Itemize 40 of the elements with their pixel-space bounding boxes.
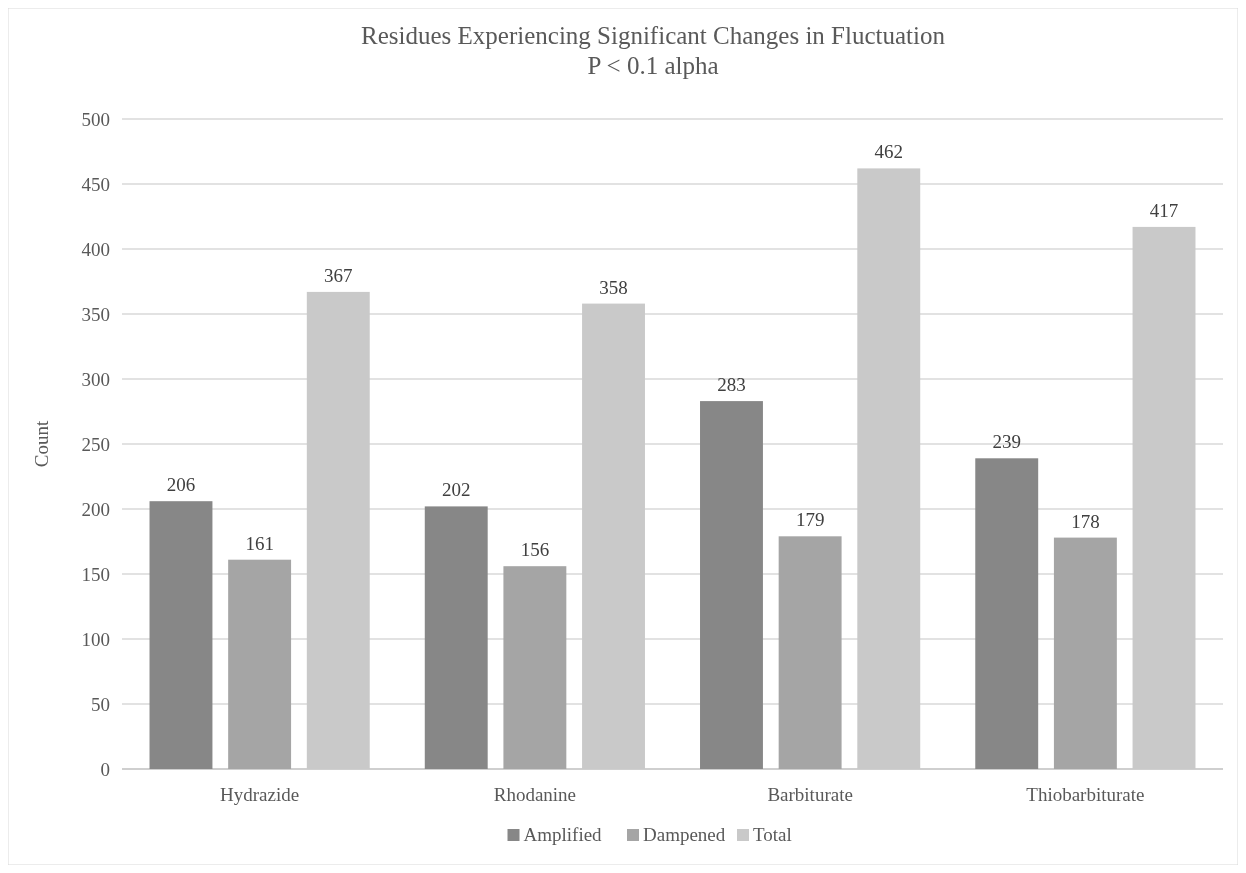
y-tick-label: 500 xyxy=(81,108,110,130)
y-tick-label: 0 xyxy=(100,758,110,780)
bar xyxy=(228,559,292,769)
y-tick-label: 300 xyxy=(81,368,110,390)
bar xyxy=(700,401,763,769)
bar xyxy=(503,566,567,769)
y-tick-label: 450 xyxy=(81,173,110,195)
y-tick-label: 100 xyxy=(81,628,110,650)
x-tick-label: Thiobarbiturate xyxy=(1026,784,1145,805)
data-label: 178 xyxy=(1071,510,1100,532)
x-tick-label: Rhodanine xyxy=(493,784,577,805)
y-tick-label: 150 xyxy=(81,563,110,585)
data-label: 358 xyxy=(599,276,628,298)
x-tick-label: Barbiturate xyxy=(767,784,853,805)
y-tick-label: 400 xyxy=(81,238,110,260)
legend-label: Total xyxy=(753,824,792,845)
data-label: 417 xyxy=(1149,199,1179,221)
y-tick-label: 50 xyxy=(91,693,110,715)
x-tick-label: Hydrazide xyxy=(220,784,300,805)
legend-label: Dampened xyxy=(643,824,726,845)
data-label: 156 xyxy=(520,539,550,561)
data-label: 161 xyxy=(245,532,274,554)
bar xyxy=(975,458,1039,769)
chart-title: Residues Experiencing Significant Changes in Fluctuation P < 0.1 alpha xyxy=(361,22,946,79)
data-label: 367 xyxy=(324,264,353,286)
bar xyxy=(778,536,842,769)
legend-label: Amplified xyxy=(523,824,603,845)
y-tick-label: 350 xyxy=(81,303,110,325)
data-label: 206 xyxy=(166,474,196,496)
bar xyxy=(149,501,213,769)
y-tick-label: 250 xyxy=(81,433,110,455)
bar xyxy=(1053,537,1117,769)
y-tick-label: 200 xyxy=(81,498,110,520)
y-axis-title: Count xyxy=(31,420,52,468)
data-label: 462 xyxy=(874,141,904,163)
data-label: 283 xyxy=(717,374,746,396)
data-label: 239 xyxy=(992,431,1021,453)
bar xyxy=(424,506,488,769)
data-label: 202 xyxy=(441,479,471,501)
data-label: 179 xyxy=(795,509,825,531)
